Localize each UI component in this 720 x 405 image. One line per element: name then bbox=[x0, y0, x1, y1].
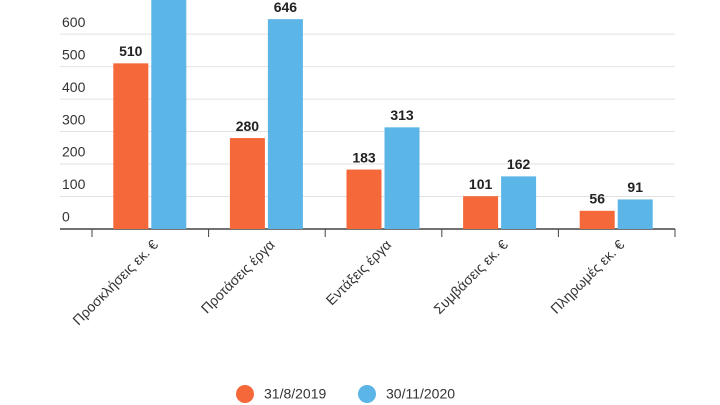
legend-marker bbox=[236, 385, 254, 403]
bar bbox=[229, 138, 265, 229]
legend-marker bbox=[358, 385, 376, 403]
legend-label: 31/8/2019 bbox=[264, 386, 326, 402]
x-tick-label: Πληρωμές εκ. € bbox=[547, 236, 627, 316]
x-tick-label: Προτάσεις έργα bbox=[198, 236, 278, 316]
bar bbox=[617, 199, 653, 229]
bar bbox=[346, 169, 382, 229]
value-label: 280 bbox=[236, 118, 260, 134]
y-tick-label: 0 bbox=[62, 209, 70, 225]
bar bbox=[113, 63, 149, 230]
bar bbox=[151, 0, 187, 229]
y-tick-label: 200 bbox=[62, 144, 86, 160]
value-label: 646 bbox=[274, 0, 298, 15]
value-label: 101 bbox=[469, 176, 493, 192]
bar bbox=[267, 19, 303, 230]
legend-label: 30/11/2020 bbox=[386, 386, 455, 402]
value-label: 56 bbox=[589, 191, 605, 207]
value-label: 313 bbox=[390, 107, 414, 123]
value-label: 162 bbox=[507, 156, 531, 172]
bar bbox=[463, 196, 499, 229]
bar bbox=[384, 127, 420, 229]
bar bbox=[501, 176, 537, 229]
y-tick-label: 300 bbox=[62, 111, 86, 127]
y-tick-label: 600 bbox=[62, 14, 86, 30]
x-tick-label: Εντάξεις έργα bbox=[323, 236, 395, 308]
y-tick-label: 500 bbox=[62, 46, 86, 62]
x-tick-label: Συμβάσεις εκ. € bbox=[430, 236, 511, 317]
value-label: 91 bbox=[627, 179, 643, 195]
x-tick-label: Προσκλήσεις εκ. € bbox=[69, 236, 161, 328]
value-label: 510 bbox=[119, 43, 143, 59]
y-tick-label: 100 bbox=[62, 176, 86, 192]
value-label: 183 bbox=[352, 149, 376, 165]
y-tick-label: 400 bbox=[62, 79, 86, 95]
bar bbox=[579, 210, 615, 229]
